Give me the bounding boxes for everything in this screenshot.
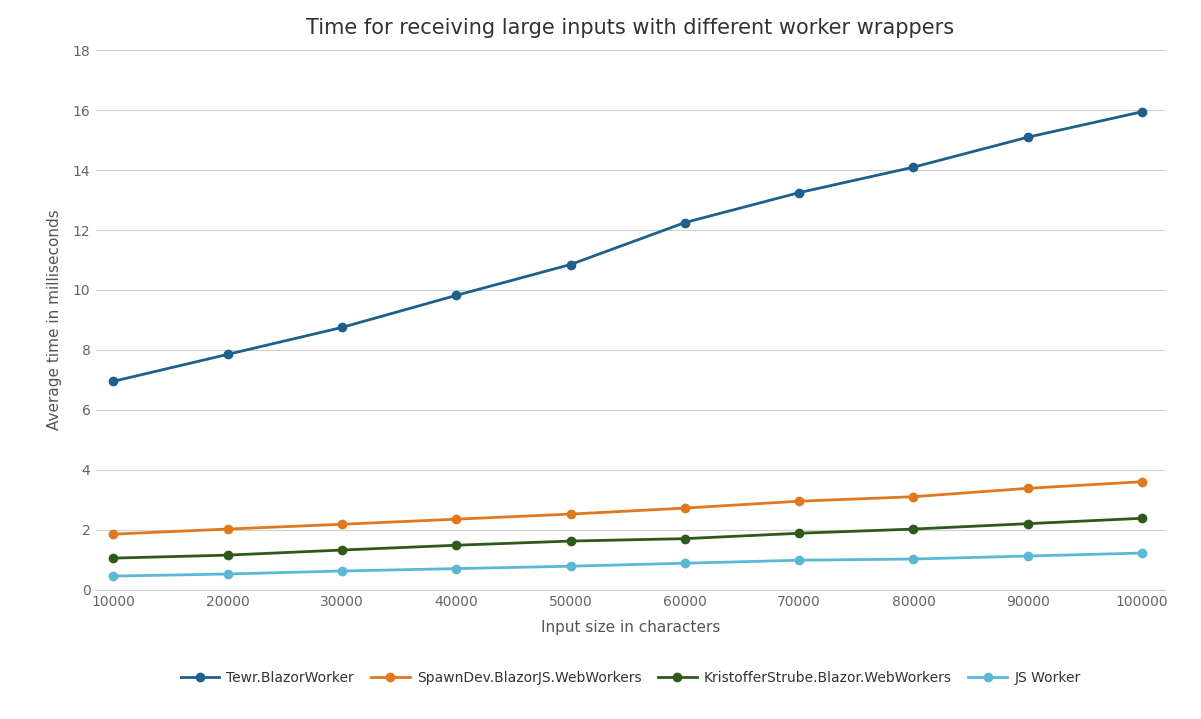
- Tewr.BlazorWorker: [1021, 133, 1035, 142]
- SpawnDev.BlazorJS.WebWorkers: [1021, 484, 1035, 493]
- JS Worker: [677, 559, 692, 567]
- KristofferStrube.Blazor.WebWorkers: [1135, 514, 1149, 523]
- Title: Time for receiving large inputs with different worker wrappers: Time for receiving large inputs with dif…: [306, 18, 955, 37]
- Tewr.BlazorWorker: [677, 219, 692, 227]
- JS Worker: [106, 572, 120, 580]
- KristofferStrube.Blazor.WebWorkers: [791, 529, 806, 538]
- KristofferStrube.Blazor.WebWorkers: [220, 551, 234, 559]
- SpawnDev.BlazorJS.WebWorkers: [677, 504, 692, 513]
- Tewr.BlazorWorker: [335, 323, 349, 331]
- KristofferStrube.Blazor.WebWorkers: [449, 541, 464, 549]
- SpawnDev.BlazorJS.WebWorkers: [335, 520, 349, 528]
- KristofferStrube.Blazor.WebWorkers: [335, 546, 349, 554]
- JS Worker: [220, 569, 234, 578]
- JS Worker: [1135, 549, 1149, 557]
- Tewr.BlazorWorker: [563, 260, 578, 269]
- SpawnDev.BlazorJS.WebWorkers: [449, 515, 464, 523]
- Legend: Tewr.BlazorWorker, SpawnDev.BlazorJS.WebWorkers, KristofferStrube.Blazor.WebWork: Tewr.BlazorWorker, SpawnDev.BlazorJS.Web…: [175, 665, 1086, 690]
- Line: JS Worker: JS Worker: [109, 549, 1146, 580]
- JS Worker: [449, 564, 464, 573]
- Tewr.BlazorWorker: [106, 377, 120, 385]
- SpawnDev.BlazorJS.WebWorkers: [907, 493, 921, 501]
- KristofferStrube.Blazor.WebWorkers: [106, 554, 120, 562]
- KristofferStrube.Blazor.WebWorkers: [1021, 519, 1035, 528]
- JS Worker: [907, 555, 921, 564]
- Line: KristofferStrube.Blazor.WebWorkers: KristofferStrube.Blazor.WebWorkers: [109, 514, 1146, 562]
- JS Worker: [335, 567, 349, 575]
- Tewr.BlazorWorker: [907, 163, 921, 172]
- SpawnDev.BlazorJS.WebWorkers: [220, 525, 234, 533]
- JS Worker: [563, 562, 578, 571]
- Tewr.BlazorWorker: [791, 188, 806, 197]
- Line: Tewr.BlazorWorker: Tewr.BlazorWorker: [109, 108, 1146, 385]
- SpawnDev.BlazorJS.WebWorkers: [1135, 477, 1149, 486]
- Y-axis label: Average time in milliseconds: Average time in milliseconds: [47, 209, 61, 431]
- Tewr.BlazorWorker: [1135, 107, 1149, 116]
- SpawnDev.BlazorJS.WebWorkers: [791, 497, 806, 505]
- X-axis label: Input size in characters: Input size in characters: [540, 620, 721, 636]
- Line: SpawnDev.BlazorJS.WebWorkers: SpawnDev.BlazorJS.WebWorkers: [109, 477, 1146, 539]
- JS Worker: [1021, 551, 1035, 560]
- SpawnDev.BlazorJS.WebWorkers: [563, 510, 578, 518]
- KristofferStrube.Blazor.WebWorkers: [563, 536, 578, 545]
- KristofferStrube.Blazor.WebWorkers: [907, 525, 921, 533]
- SpawnDev.BlazorJS.WebWorkers: [106, 530, 120, 539]
- Tewr.BlazorWorker: [220, 350, 234, 359]
- JS Worker: [791, 556, 806, 564]
- KristofferStrube.Blazor.WebWorkers: [677, 534, 692, 543]
- Tewr.BlazorWorker: [449, 291, 464, 300]
